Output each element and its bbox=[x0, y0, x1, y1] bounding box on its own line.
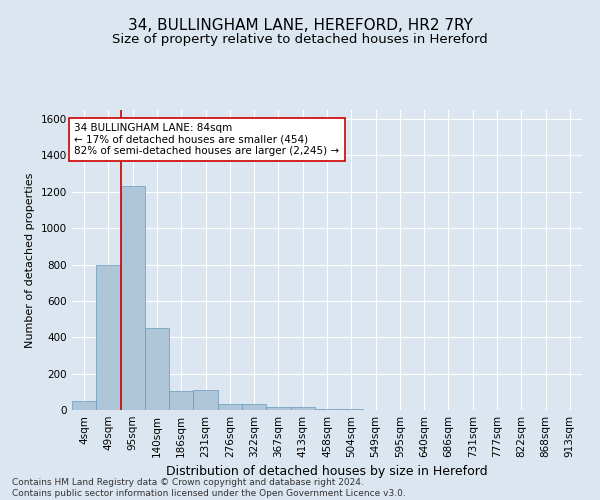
Bar bbox=[290, 406, 315, 410]
Bar bbox=[72, 401, 96, 410]
Bar bbox=[169, 391, 193, 410]
Bar bbox=[315, 408, 339, 410]
Text: Size of property relative to detached houses in Hereford: Size of property relative to detached ho… bbox=[112, 32, 488, 46]
Y-axis label: Number of detached properties: Number of detached properties bbox=[25, 172, 35, 348]
Bar bbox=[145, 328, 169, 410]
Bar bbox=[96, 264, 121, 410]
Bar bbox=[339, 408, 364, 410]
Text: 34 BULLINGHAM LANE: 84sqm
← 17% of detached houses are smaller (454)
82% of semi: 34 BULLINGHAM LANE: 84sqm ← 17% of detac… bbox=[74, 122, 340, 156]
Bar bbox=[121, 186, 145, 410]
Bar bbox=[218, 404, 242, 410]
Text: Contains HM Land Registry data © Crown copyright and database right 2024.
Contai: Contains HM Land Registry data © Crown c… bbox=[12, 478, 406, 498]
Bar bbox=[193, 390, 218, 410]
X-axis label: Distribution of detached houses by size in Hereford: Distribution of detached houses by size … bbox=[166, 466, 488, 478]
Bar bbox=[266, 406, 290, 410]
Text: 34, BULLINGHAM LANE, HEREFORD, HR2 7RY: 34, BULLINGHAM LANE, HEREFORD, HR2 7RY bbox=[128, 18, 472, 32]
Bar bbox=[242, 404, 266, 410]
